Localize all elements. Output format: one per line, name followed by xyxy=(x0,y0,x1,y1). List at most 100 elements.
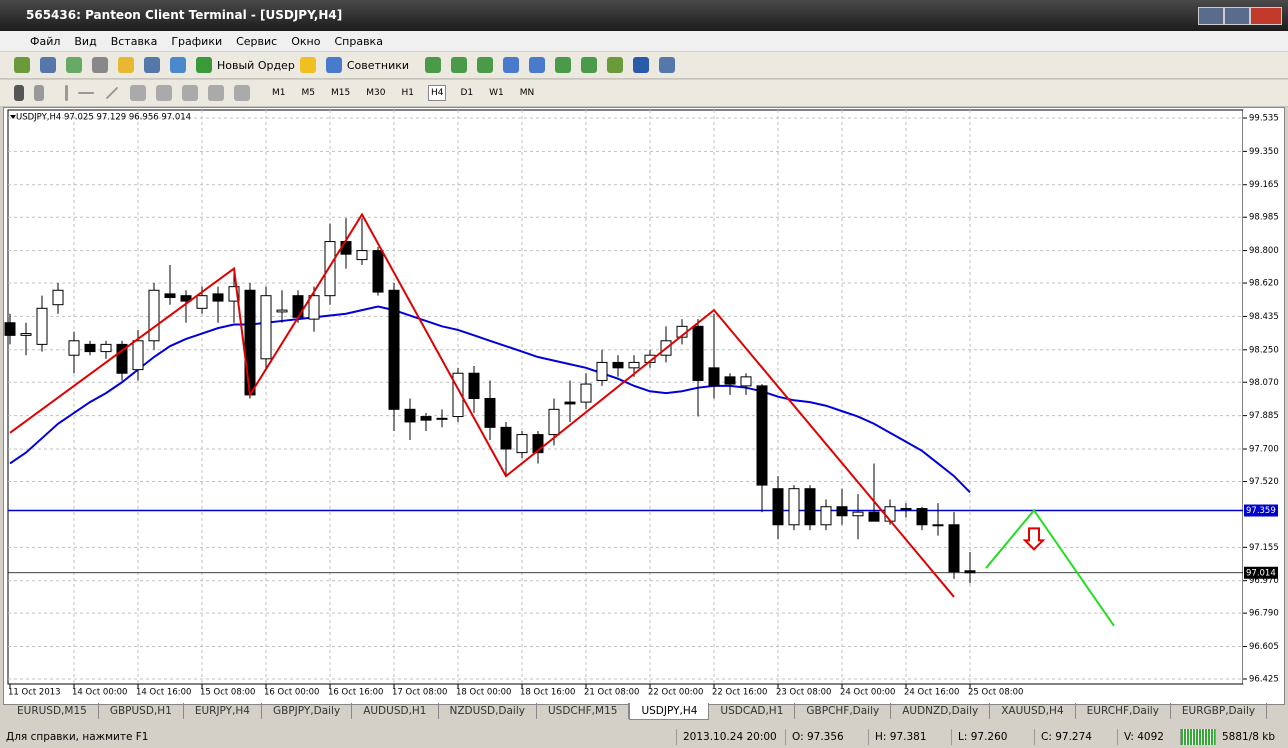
icon[interactable] xyxy=(607,57,624,73)
y-tick-label: 98.250 xyxy=(1249,345,1279,355)
maximize-button[interactable] xyxy=(1224,7,1250,25)
chart-tab[interactable]: EURGBP,Daily xyxy=(1171,703,1268,719)
menu-item[interactable]: Справка xyxy=(334,34,383,48)
status-low: L: 97.260 xyxy=(951,729,1034,745)
chart-tab[interactable]: GBPUSD,H1 xyxy=(99,703,184,719)
icon[interactable] xyxy=(105,86,119,100)
icon[interactable] xyxy=(503,57,520,73)
chart-tab[interactable]: USDCHF,M15 xyxy=(537,703,630,719)
icon[interactable] xyxy=(555,57,572,73)
candle-body xyxy=(100,343,112,353)
price-label-box xyxy=(1244,504,1278,517)
icon[interactable] xyxy=(451,57,468,73)
chart-tab[interactable]: AUDUSD,H1 xyxy=(352,703,439,719)
chart: 99.535 99.350 99.165 98.985 98.800 98.620 98.4… xyxy=(4,109,1282,698)
y-tick-label: 97.155 xyxy=(1249,543,1279,553)
icon[interactable] xyxy=(118,57,134,73)
timeframe-button[interactable]: D1 xyxy=(460,88,474,98)
status-open: O: 97.356 xyxy=(785,729,868,745)
menu-item[interactable]: Графики xyxy=(171,34,223,48)
icon[interactable] xyxy=(234,85,250,101)
candle-body xyxy=(692,325,704,381)
close-button[interactable] xyxy=(1250,7,1282,25)
menu-item[interactable]: Файл xyxy=(30,34,61,48)
chart-tab[interactable]: GBPCHF,Daily xyxy=(795,703,892,719)
candle-body xyxy=(228,286,240,302)
timeframe-button[interactable]: W1 xyxy=(489,88,504,98)
icon[interactable] xyxy=(78,92,94,94)
chart-tab[interactable]: USDJPY,H4 xyxy=(629,703,710,720)
candle-body xyxy=(276,309,288,313)
icon[interactable] xyxy=(40,57,56,73)
y-tick-label: 97.700 xyxy=(1249,445,1279,455)
minimize-button[interactable] xyxy=(1198,7,1224,25)
icon[interactable] xyxy=(325,57,342,73)
chart-tab[interactable]: USDCAD,H1 xyxy=(709,703,796,719)
icon[interactable] xyxy=(14,85,24,101)
icon[interactable] xyxy=(92,57,108,73)
icon[interactable] xyxy=(170,57,186,73)
icon[interactable] xyxy=(34,85,44,101)
forecast-line xyxy=(985,508,1115,627)
icon[interactable] xyxy=(196,57,212,73)
chart-tab[interactable]: GBPJPY,Daily xyxy=(262,703,353,719)
icon[interactable] xyxy=(182,85,198,101)
chart-tab[interactable]: AUDNZD,Daily xyxy=(891,703,991,719)
timeframe-button[interactable]: M5 xyxy=(301,88,316,98)
icon[interactable] xyxy=(208,85,224,101)
candle-body xyxy=(580,383,592,403)
icon[interactable] xyxy=(633,57,650,73)
x-tick-label: 24 Oct 16:00 xyxy=(904,688,959,698)
icon[interactable] xyxy=(144,57,160,73)
y-tick-label: 97.885 xyxy=(1249,411,1279,421)
icon[interactable] xyxy=(66,57,82,73)
x-tick-label: 16 Oct 00:00 xyxy=(264,688,319,698)
x-tick-label: 18 Oct 00:00 xyxy=(456,688,511,698)
icon[interactable] xyxy=(659,57,676,73)
chart-tab[interactable]: EURCHF,Daily xyxy=(1076,703,1171,719)
icon[interactable] xyxy=(477,57,494,73)
menu-item[interactable]: Вставка xyxy=(110,34,158,48)
icon[interactable] xyxy=(299,57,316,73)
candle-body xyxy=(68,340,80,356)
candle-body xyxy=(852,511,864,517)
chart-tab[interactable]: EURJPY,H4 xyxy=(184,703,262,719)
candle-body xyxy=(836,506,848,517)
chart-tab[interactable]: NZDUSD,Daily xyxy=(439,703,537,719)
icon[interactable] xyxy=(581,57,598,73)
icon[interactable] xyxy=(65,85,68,101)
icon[interactable] xyxy=(529,57,546,73)
menu-item[interactable]: Окно xyxy=(291,34,321,48)
experts-button[interactable]: Советники xyxy=(346,58,410,72)
toolbar: Новый Ордер Советники xyxy=(0,52,1288,79)
candle-body xyxy=(900,508,912,511)
y-tick-label: 96.790 xyxy=(1249,609,1279,619)
candle-body xyxy=(532,434,544,454)
y-tick-label: 99.535 xyxy=(1249,114,1279,124)
timeframe-button[interactable]: M15 xyxy=(331,88,351,98)
timeframe-button[interactable]: MN xyxy=(519,88,535,98)
candle-body xyxy=(788,488,800,526)
candle-body xyxy=(628,361,640,369)
menu-item[interactable]: Сервис xyxy=(236,34,278,48)
timeframe-button[interactable]: H1 xyxy=(401,88,414,98)
timeframe-button[interactable]: M30 xyxy=(366,88,386,98)
status-help: Для справки, нажмите F1 xyxy=(6,731,149,743)
icon[interactable] xyxy=(130,85,146,101)
menu-item[interactable]: Вид xyxy=(74,34,97,48)
candle-body xyxy=(20,333,32,336)
icon[interactable] xyxy=(425,57,442,73)
timeframe-button[interactable]: M1 xyxy=(272,88,286,98)
x-tick-label: 22 Oct 16:00 xyxy=(712,688,767,698)
price-label-box xyxy=(1244,566,1278,579)
icon[interactable] xyxy=(156,85,172,101)
info-marker xyxy=(10,115,16,119)
candle-body xyxy=(820,506,832,526)
x-tick-label: 15 Oct 08:00 xyxy=(200,688,255,698)
chart-tab[interactable]: XAUUSD,H4 xyxy=(990,703,1076,719)
chart-tab[interactable]: EURUSD,M15 xyxy=(6,703,99,719)
timeframe-button[interactable]: H4 xyxy=(427,85,447,101)
new-order-button[interactable]: Новый Ордер xyxy=(217,58,295,72)
icon[interactable] xyxy=(14,57,30,73)
